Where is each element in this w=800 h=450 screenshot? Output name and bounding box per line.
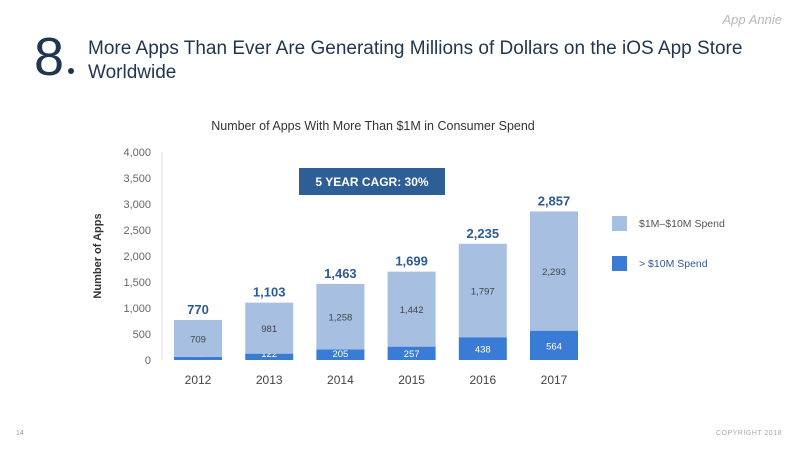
chart-title: Number of Apps With More Than $1M in Con… (211, 119, 535, 133)
bar-total-label: 1,699 (395, 254, 428, 269)
slide-number-dot (68, 68, 74, 74)
y-tick-label: 3,000 (123, 199, 151, 211)
y-tick-label: 2,000 (123, 251, 151, 263)
bar-segment (245, 353, 294, 360)
bar-value-label: 1,442 (400, 305, 424, 316)
y-tick-label: 1,000 (123, 303, 151, 315)
bar-segment (530, 330, 578, 360)
bar-segment (174, 319, 222, 357)
y-axis-label: Number of Apps (92, 213, 104, 298)
x-tick-label: 2013 (256, 373, 283, 387)
bar-total-label: 2,235 (467, 226, 500, 241)
y-tick-label: 2,500 (123, 225, 151, 237)
bar-total-label: 1,103 (253, 285, 286, 300)
bar-segment (174, 356, 222, 360)
x-tick-label: 2016 (469, 373, 496, 387)
bar-value-label: 205 (332, 349, 348, 360)
copyright: COPYRIGHT 2018 (715, 430, 782, 437)
bar-segment (458, 337, 507, 360)
y-tick-label: 500 (133, 329, 151, 341)
bar-value-label: 564 (546, 341, 562, 352)
bar-segment (387, 271, 436, 347)
x-tick-label: 2014 (327, 373, 354, 387)
cagr-label: 5 YEAR CAGR: 30% (315, 175, 428, 189)
bar-value-label: 2,293 (542, 267, 566, 278)
bar-value-label: 709 (190, 334, 206, 345)
legend-label: > $10M Spend (639, 258, 708, 270)
bar-value-label: 1,797 (471, 287, 495, 298)
bar-value-label: 1,258 (329, 313, 353, 324)
y-tick-label: 0 (145, 355, 151, 367)
y-tick-label: 4,000 (123, 147, 151, 159)
legend-swatch (612, 216, 627, 231)
cagr-box (299, 168, 445, 195)
bar-value-label: 122 (261, 349, 277, 360)
slide-number: 8 (34, 27, 65, 87)
bar-segment (316, 283, 365, 350)
bar-segment (387, 346, 436, 360)
page-number: 14 (16, 430, 24, 437)
bar-segment (316, 349, 365, 360)
bar-total-label: 2,857 (538, 193, 571, 208)
legend-label: $1M–$10M Spend (639, 218, 725, 230)
bar-segment (458, 243, 507, 338)
y-tick-label: 1,500 (123, 277, 151, 289)
brand-logo: App Annie (722, 12, 782, 27)
bar-total-label: 770 (187, 302, 209, 317)
bar-total-label: 1,463 (324, 266, 357, 281)
bar-value-label: 438 (475, 345, 491, 356)
bar-segment (530, 211, 578, 331)
legend-swatch (612, 256, 627, 271)
x-tick-label: 2017 (541, 373, 568, 387)
bar-value-label: 257 (404, 349, 420, 360)
bar-value-label: 981 (261, 324, 277, 335)
x-tick-label: 2012 (185, 373, 212, 387)
x-tick-label: 2015 (398, 373, 425, 387)
slide-title: More Apps Than Ever Are Generating Milli… (88, 38, 743, 83)
y-tick-label: 3,500 (123, 173, 151, 185)
bar-segment (245, 302, 294, 354)
